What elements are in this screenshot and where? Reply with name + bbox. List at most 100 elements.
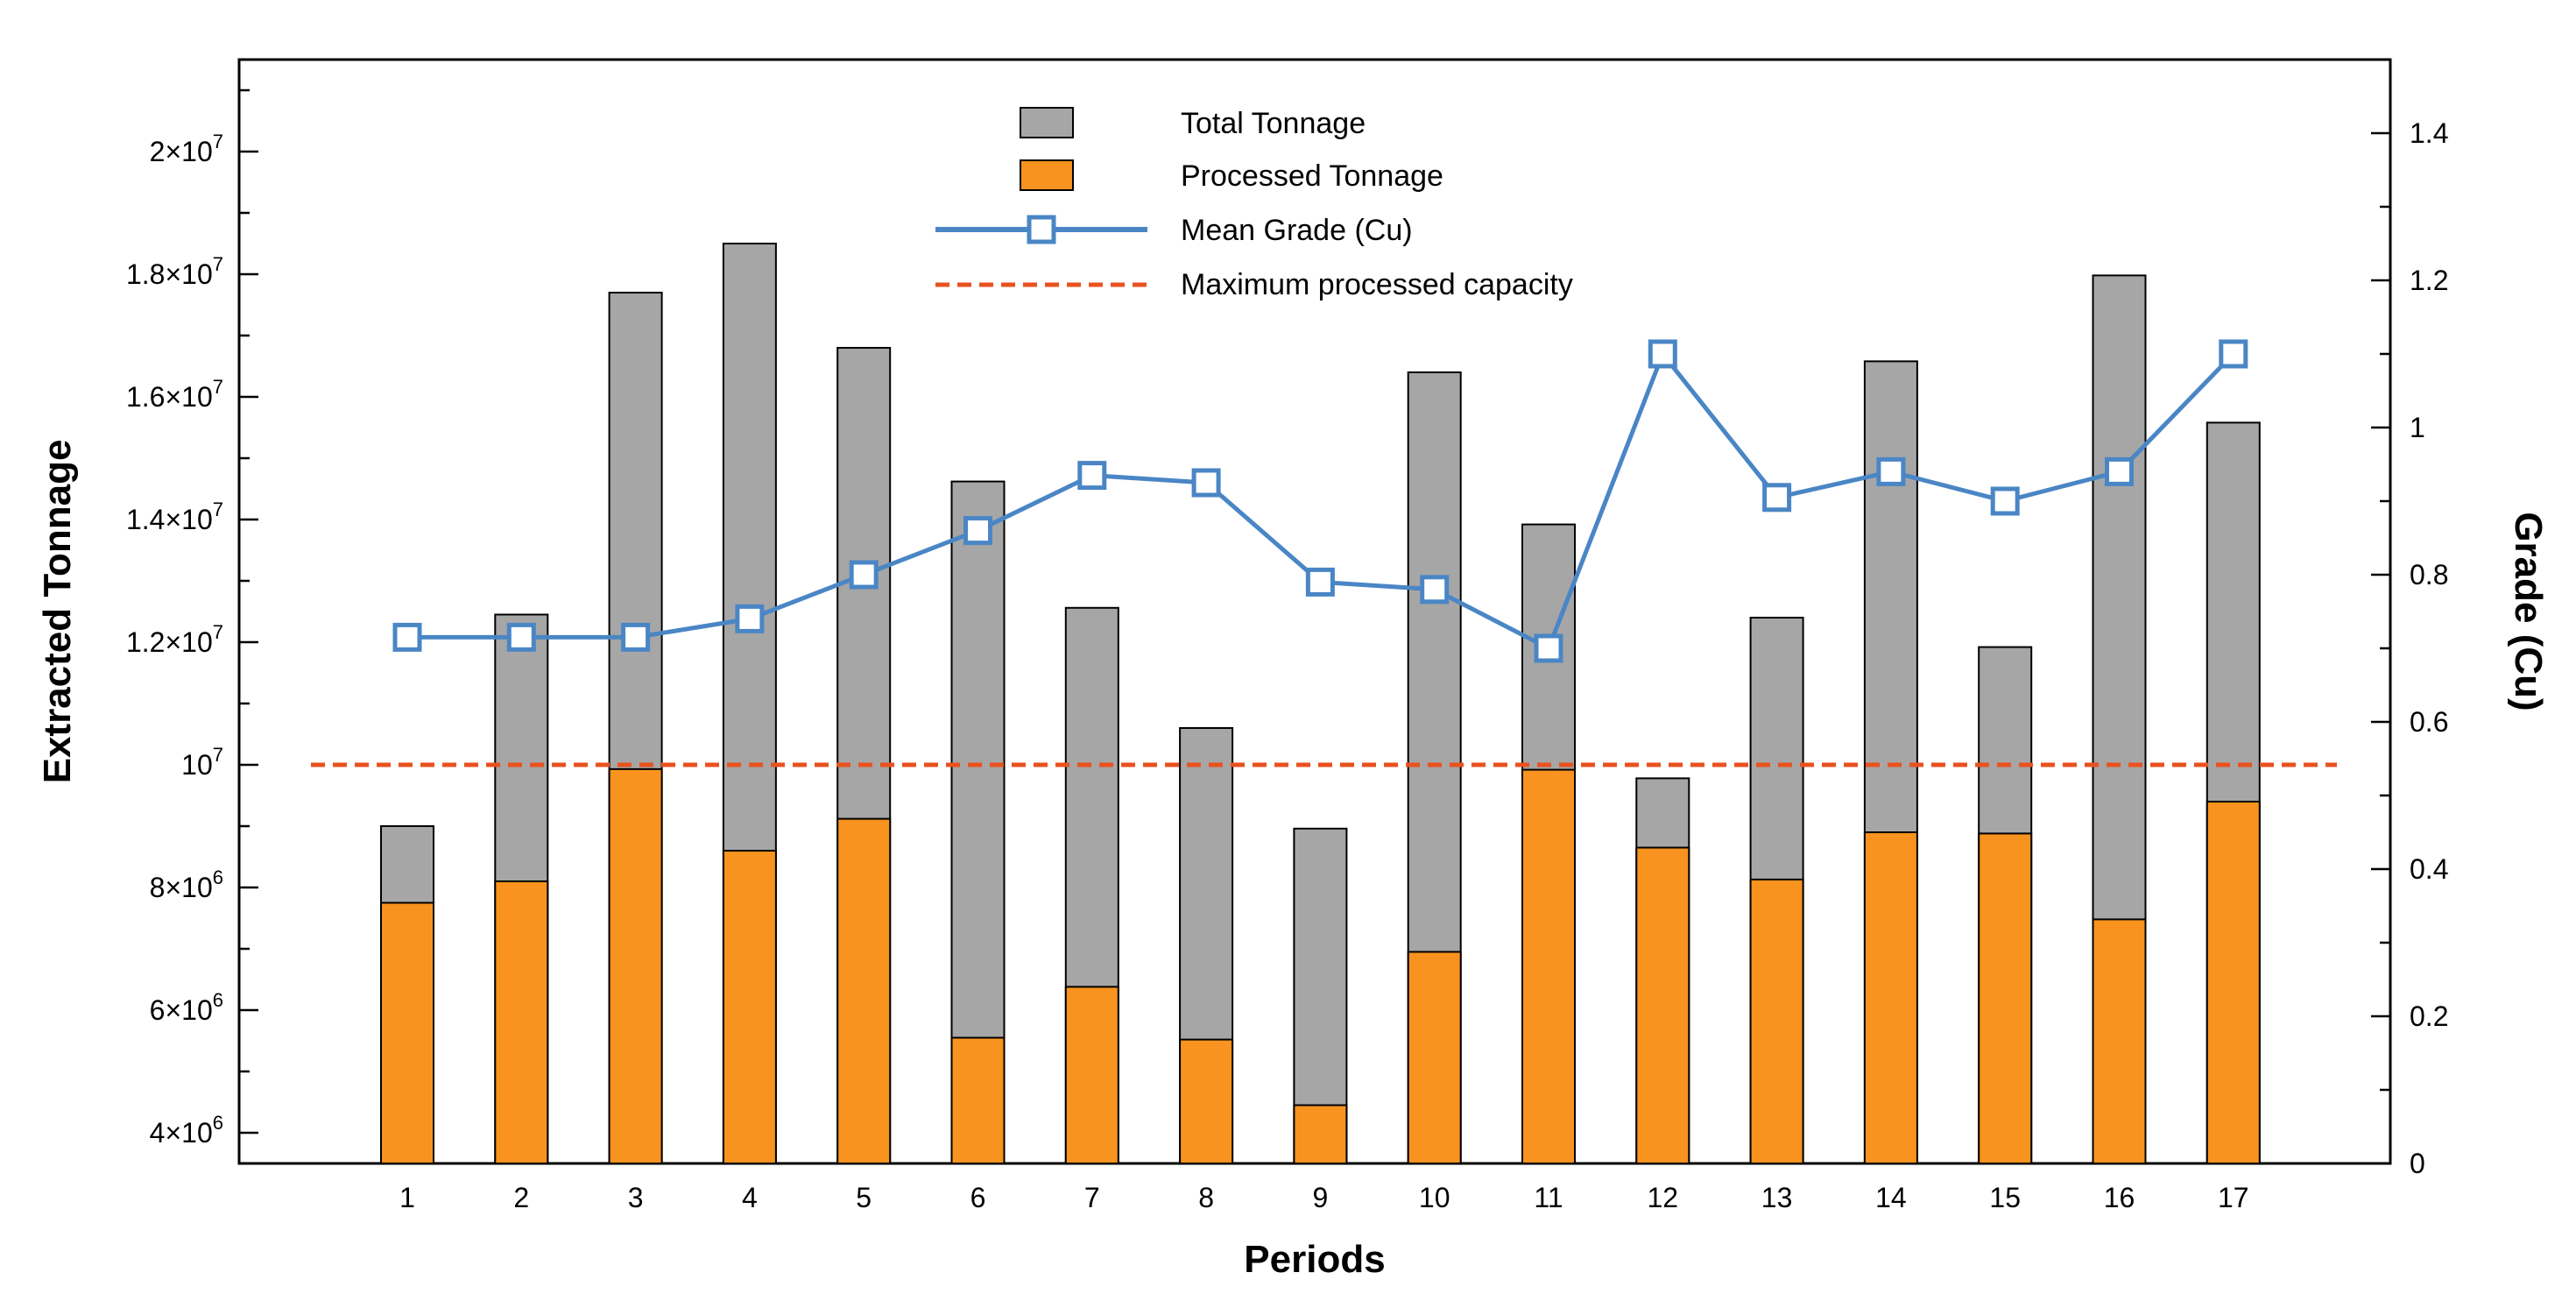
y2-tick-label: 1.4	[2410, 117, 2448, 149]
y-tick-label: 4×106	[150, 1112, 223, 1149]
y-tick-mantissa: 1.6×10	[126, 381, 213, 413]
legend-swatch-total	[1020, 107, 1074, 138]
grade-marker	[1648, 339, 1677, 369]
y2-tick-label: 0.6	[2410, 706, 2448, 738]
y-tick-label: 2×107	[150, 131, 223, 167]
y2-tick-label: 0.4	[2410, 853, 2448, 885]
grade-marker	[1762, 483, 1792, 513]
legend-label-processed: Processed Tonnage	[1181, 159, 1443, 193]
grade-marker	[1534, 633, 1563, 663]
grade-marker	[1990, 486, 2020, 516]
legend: Total Tonnage Processed Tonnage Mean Gra…	[935, 107, 1573, 301]
x-tick-label: 15	[1989, 1182, 2021, 1213]
y-tick-exponent: 7	[213, 621, 223, 643]
grade-line	[407, 351, 2235, 651]
processed-tonnage-bar	[608, 767, 663, 1165]
legend-label-total: Total Tonnage	[1181, 107, 1366, 140]
x-tick-label: 13	[1761, 1182, 1793, 1213]
grade-marker	[621, 622, 651, 652]
y2-tick-label: 1.2	[2410, 265, 2448, 296]
y-axis-title: Extracted Tonnage	[36, 440, 79, 784]
processed-tonnage-bars	[380, 767, 2261, 1165]
processed-tonnage-bar	[1179, 1038, 1234, 1164]
y-tick-mantissa: 2×10	[150, 136, 213, 167]
x-tick-label: 7	[1084, 1182, 1100, 1213]
processed-tonnage-bar	[1064, 986, 1119, 1165]
x-tick-label: 11	[1534, 1182, 1563, 1213]
mean-grade-series	[392, 339, 2248, 663]
x-tick-label: 5	[856, 1182, 872, 1213]
processed-tonnage-bar	[1863, 831, 1918, 1164]
x-tick-label: 16	[2104, 1182, 2135, 1213]
grade-marker	[1305, 567, 1335, 597]
grade-marker	[2219, 339, 2248, 369]
x-tick-label: 1	[399, 1182, 415, 1213]
legend-label-capacity: Maximum processed capacity	[1181, 268, 1573, 301]
y2-tick-label: 0.8	[2410, 559, 2448, 590]
y2-tick-label: 0	[2410, 1148, 2425, 1179]
processed-tonnage-bar	[1635, 846, 1690, 1164]
grade-marker	[2105, 456, 2134, 486]
processed-tonnage-bar	[2092, 918, 2147, 1165]
x-tick-label: 2	[513, 1182, 529, 1213]
legend-swatch-processed	[1020, 159, 1074, 191]
grade-marker	[1876, 456, 1906, 486]
y-tick-exponent: 7	[213, 744, 223, 766]
grade-marker	[506, 622, 536, 652]
y-tick-exponent: 6	[213, 866, 223, 888]
processed-tonnage-bar	[2205, 801, 2261, 1164]
y-tick-mantissa: 4×10	[150, 1117, 213, 1149]
y-tick-exponent: 6	[213, 1112, 223, 1134]
total-tonnage-bars	[380, 243, 2261, 1165]
x-axis-title: Periods	[1244, 1238, 1385, 1281]
grade-marker	[392, 622, 422, 652]
y-tick-mantissa: 1.4×10	[126, 504, 213, 535]
x-tick-label: 9	[1313, 1182, 1329, 1213]
processed-tonnage-bar	[1407, 951, 1462, 1164]
y-tick-mantissa: 1.8×10	[126, 258, 213, 290]
y-tick-mantissa: 8×10	[150, 872, 213, 903]
x-tick-label: 4	[742, 1182, 758, 1213]
y-tick-exponent: 7	[213, 131, 223, 152]
y-tick-label: 1.4×107	[126, 498, 223, 535]
x-tick-label: 12	[1648, 1182, 1679, 1213]
y-tick-mantissa: 10	[181, 749, 213, 781]
grade-marker	[735, 604, 765, 633]
x-tick-label: 10	[1419, 1182, 1450, 1213]
processed-tonnage-bar	[1978, 832, 2033, 1165]
grade-marker	[1191, 468, 1221, 498]
x-tick-label: 6	[970, 1182, 986, 1213]
y2-tick-label: 0.2	[2410, 1000, 2448, 1032]
y-tick-exponent: 6	[213, 989, 223, 1011]
processed-tonnage-bar	[1521, 768, 1576, 1164]
y-tick-label: 6×106	[150, 989, 223, 1026]
y-tick-label: 1.6×107	[126, 376, 223, 413]
processed-tonnage-bar	[1293, 1104, 1348, 1164]
x-tick-label: 8	[1198, 1182, 1214, 1213]
processed-tonnage-bar	[1749, 878, 1804, 1165]
y-tick-label: 1.2×107	[126, 621, 223, 658]
y-tick-exponent: 7	[213, 498, 223, 520]
grade-marker	[963, 516, 992, 546]
x-tick-label: 17	[2218, 1182, 2249, 1213]
y-tick-exponent: 7	[213, 253, 223, 275]
grade-marker	[1077, 461, 1107, 491]
y-tick-label: 1.8×107	[126, 253, 223, 290]
y-tick-label: 107	[181, 744, 223, 781]
tick-labels: 4×1066×1068×1061071.2×1071.4×1071.6×1071…	[126, 117, 2449, 1213]
processed-tonnage-bar	[380, 901, 434, 1164]
y-tick-mantissa: 6×10	[150, 994, 213, 1026]
y-tick-exponent: 7	[213, 376, 223, 398]
processed-tonnage-bar	[950, 1036, 1006, 1164]
legend-swatch-grade-marker	[1027, 215, 1056, 244]
y2-axis-title: Grade (Cu)	[2507, 512, 2550, 711]
processed-tonnage-bar	[494, 880, 549, 1164]
processed-tonnage-bar	[722, 850, 777, 1164]
processed-tonnage-bar	[836, 817, 892, 1164]
grade-marker	[1420, 575, 1450, 604]
y2-tick-label: 1	[2410, 412, 2425, 443]
x-tick-label: 14	[1875, 1182, 1907, 1213]
grade-marker	[849, 560, 879, 590]
y-tick-mantissa: 1.2×10	[126, 626, 213, 658]
